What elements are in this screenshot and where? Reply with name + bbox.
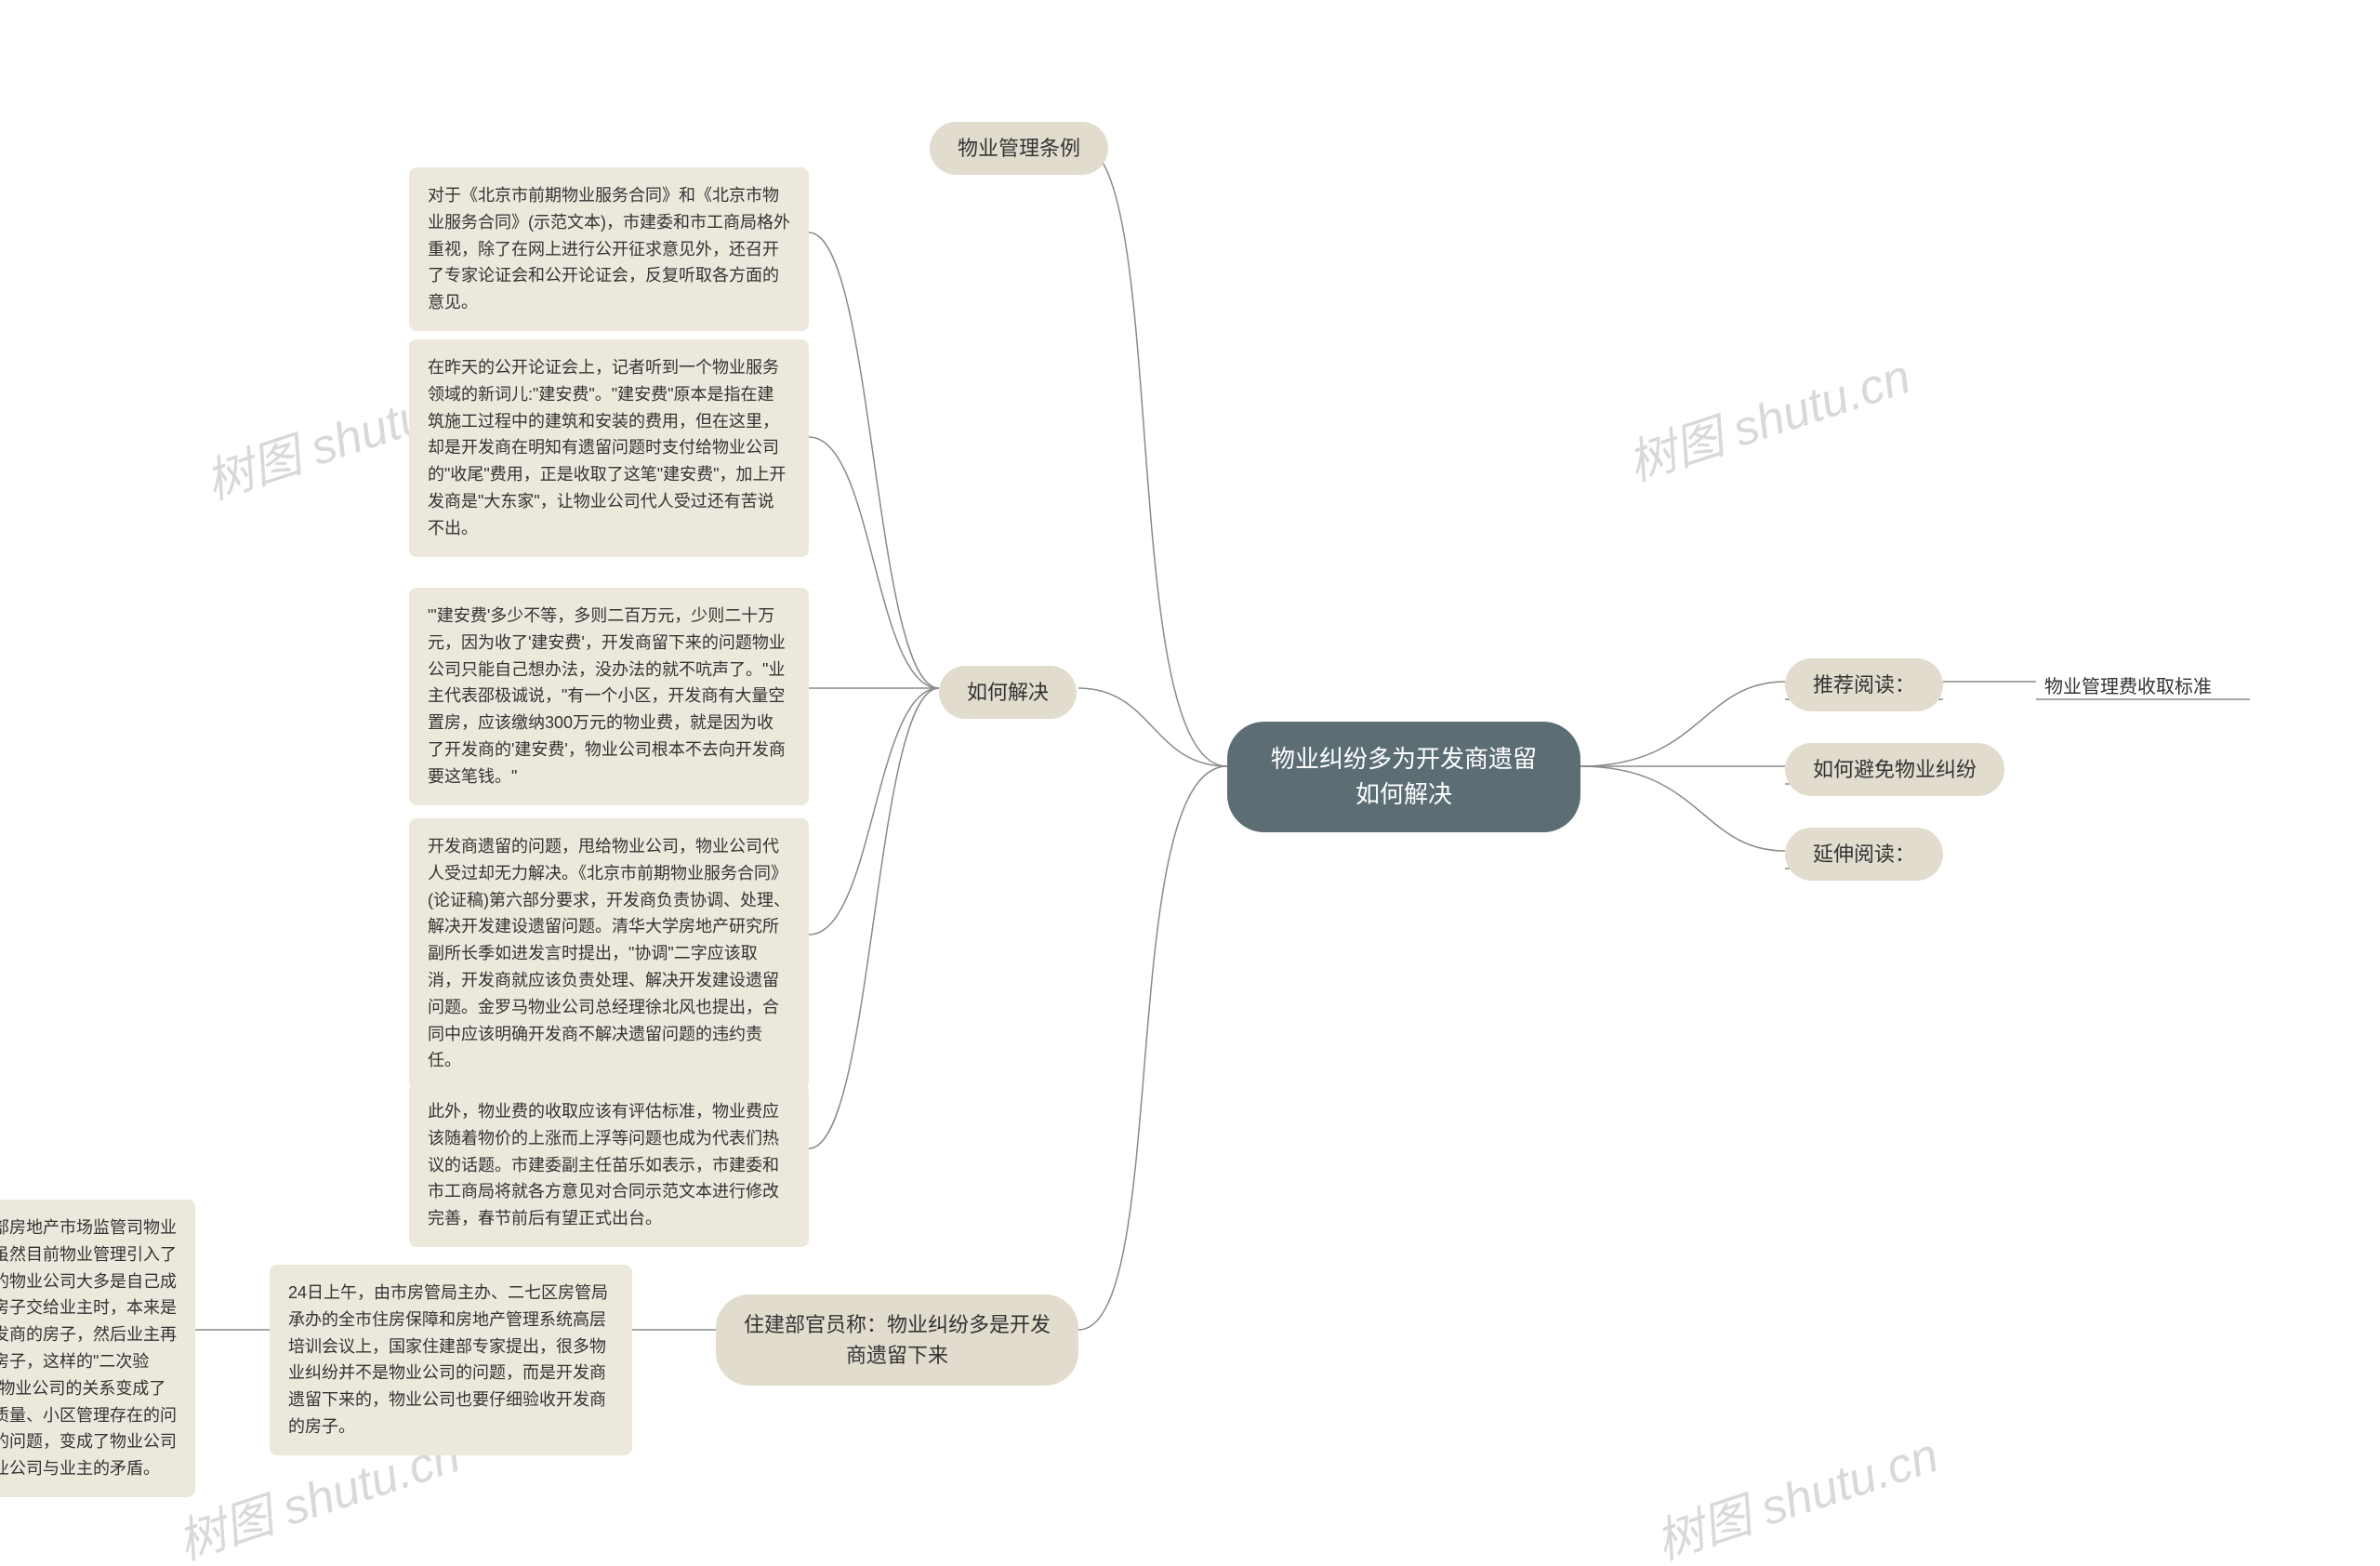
box-mid-3: "'建安费'多少不等，多则二百万元，少则二十万元，因为收了'建安费'，开发商留下… <box>409 588 809 805</box>
branch-regulation: 物业管理条例 <box>930 122 1108 175</box>
central-line2: 如何解决 <box>1355 780 1452 808</box>
branch-avoid: 如何避免物业纠纷 <box>1785 743 2004 796</box>
watermark: 树图 shutu.cn <box>1618 338 1918 495</box>
box-mid-5: 此外，物业费的收取应该有评估标准，物业费应该随着物价的上涨而上浮等问题也成为代表… <box>409 1083 809 1247</box>
branch-extend: 延伸阅读： <box>1785 828 1943 881</box>
leaf-fee-standard: 物业管理费收取标准 <box>2041 668 2215 707</box>
branch-recommend: 推荐阅读： <box>1785 658 1943 711</box>
box-mid-1: 对于《北京市前期物业服务合同》和《北京市物业服务合同》(示范文本)，市建委和市工… <box>409 167 809 331</box>
branch-how-solve: 如何解决 <box>939 666 1077 719</box>
box-bottom-2: 国家住房和城乡建设部房地产市场监管司物业管理处处长陈伟说，虽然目前物业管理引入了… <box>0 1200 195 1497</box>
branch-official: 住建部官员称：物业纠纷多是开发商遗留下来 <box>716 1294 1078 1386</box>
central-node: 物业纠纷多为开发商遗留 如何解决 <box>1227 722 1580 832</box>
box-bottom-1: 24日上午，由市房管局主办、二七区房管局承办的全市住房保障和房地产管理系统高层培… <box>270 1265 632 1455</box>
box-mid-2: 在昨天的公开论证会上，记者听到一个物业服务领域的新词儿:"建安费"。"建安费"原… <box>409 339 809 557</box>
central-line1: 物业纠纷多为开发商遗留 <box>1271 745 1537 773</box>
watermark: 树图 shutu.cn <box>1646 1416 1946 1566</box>
box-mid-4: 开发商遗留的问题，甩给物业公司，物业公司代人受过却无力解决。《北京市前期物业服务… <box>409 818 809 1089</box>
